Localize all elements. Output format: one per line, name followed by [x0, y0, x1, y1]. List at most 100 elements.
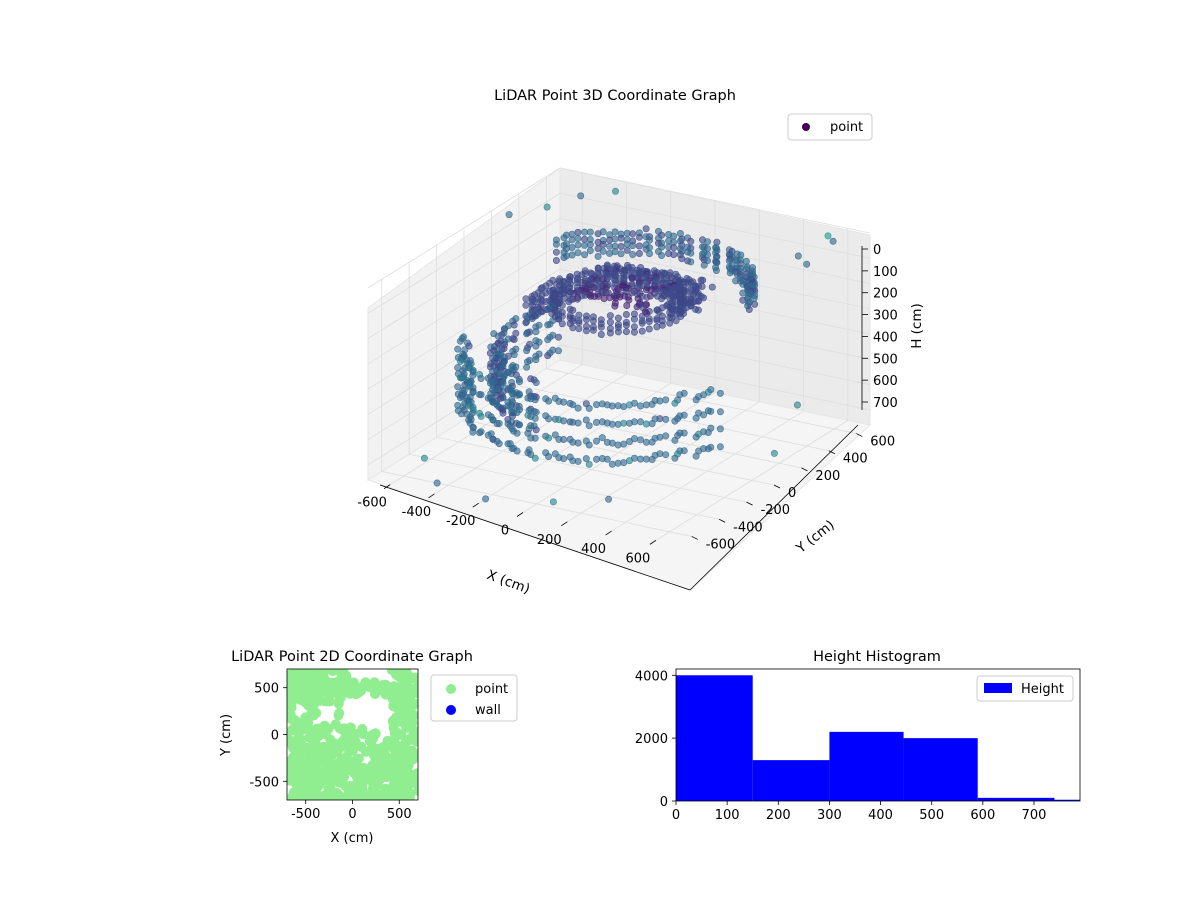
y-tick-label-hist: 0	[660, 795, 668, 810]
x-tick	[383, 484, 391, 489]
point-3d	[574, 228, 582, 236]
point-3d	[532, 356, 540, 364]
point-3d	[704, 445, 712, 453]
histogram-bar	[752, 760, 830, 801]
point-3d	[594, 252, 602, 260]
point-3d	[574, 439, 582, 447]
point-2d	[393, 771, 404, 782]
point-3d	[484, 431, 492, 439]
histogram-bars	[676, 675, 1080, 801]
point-2d	[328, 746, 339, 757]
point-3d	[560, 234, 568, 242]
y-axis-line	[689, 424, 859, 591]
point-2d	[313, 743, 324, 754]
point-3d	[636, 402, 644, 410]
point-2d	[311, 762, 322, 772]
legend-label-point-2d: point	[475, 682, 508, 697]
point-3d	[585, 460, 593, 468]
y-tick-label-hist: 4000	[635, 669, 668, 684]
x-axis-line	[379, 484, 691, 591]
point-3d	[531, 414, 539, 422]
point-3d	[560, 398, 568, 406]
point-3d	[552, 240, 560, 248]
x-tick-label: 400	[581, 542, 606, 557]
point-2d	[295, 672, 306, 683]
point-3d	[672, 317, 680, 325]
chart-3d: LiDAR Point 3D Coordinate Graph -600 -400…	[357, 88, 925, 597]
legend-label-height: Height	[1021, 682, 1064, 697]
point-3d	[454, 383, 462, 391]
legend-box-hist	[976, 675, 1074, 702]
point-2d	[325, 682, 336, 692]
point-3d	[532, 408, 540, 416]
point-3d	[614, 314, 622, 322]
point-3d	[586, 247, 594, 255]
point-2d	[341, 673, 352, 684]
point-3d	[523, 363, 531, 371]
point-2d	[300, 692, 311, 703]
point-2d	[382, 735, 393, 746]
point-3d	[577, 192, 585, 200]
point-2d	[347, 764, 358, 774]
point-3d	[513, 447, 521, 455]
point-3d	[522, 301, 530, 309]
point-3d	[523, 347, 531, 355]
point-2d	[347, 745, 358, 756]
point-3d	[522, 295, 530, 303]
histogram-ticks: 0 100 200 300 400 500 600 700 0 2000 4000	[635, 669, 1046, 823]
point-3d	[605, 495, 613, 503]
point-3d	[606, 236, 614, 244]
x-tick-label-hist: 300	[817, 808, 842, 823]
point-2d	[396, 710, 407, 720]
x-tick-label-2d: 500	[387, 807, 412, 822]
point-3d	[699, 294, 707, 302]
y-tick-label-2d: 500	[254, 682, 279, 697]
point-3d	[726, 269, 734, 277]
point-2d	[296, 736, 307, 747]
point-3d	[574, 241, 582, 249]
chart-2d-ylabel: Y (cm)	[219, 714, 234, 757]
z-tick-label: 200	[873, 287, 898, 302]
point-3d	[477, 391, 485, 399]
point-3d	[643, 293, 651, 301]
point-3d	[708, 283, 716, 291]
point-3d	[617, 243, 625, 251]
x-tick-label-2d: 0	[348, 807, 356, 822]
point-3d	[603, 455, 611, 463]
point-3d	[692, 433, 700, 441]
y-tick-label-2d: 0	[271, 729, 279, 744]
point-3d	[739, 296, 747, 304]
point-2d	[290, 715, 301, 726]
legend-swatch-height	[984, 683, 1012, 693]
point-3d	[620, 403, 628, 411]
point-3d	[510, 335, 518, 343]
point-2d	[335, 775, 346, 786]
point-3d	[635, 233, 643, 241]
point-3d	[456, 337, 464, 345]
point-3d	[670, 251, 678, 259]
point-3d	[574, 404, 582, 412]
point-3d	[716, 443, 724, 451]
point-2d	[287, 685, 293, 696]
x-tick-label-2d: -500	[291, 807, 321, 822]
histogram-bar	[829, 731, 904, 801]
point-3d	[638, 327, 646, 335]
point-3d	[617, 250, 625, 258]
legend-marker-point-2d	[446, 684, 456, 694]
point-2d	[289, 693, 299, 704]
point-3d	[560, 435, 568, 443]
gridline-sidewall-h	[367, 192, 561, 314]
point-3d	[589, 317, 597, 325]
y-tick	[718, 518, 726, 523]
point-3d	[608, 420, 616, 428]
point-3d	[495, 440, 503, 448]
point-2d	[287, 761, 293, 772]
point-3d	[642, 401, 650, 409]
point-3d	[581, 251, 589, 259]
point-2d	[343, 792, 354, 800]
point-3d	[493, 420, 501, 428]
point-2d	[330, 719, 341, 730]
point-3d	[597, 330, 605, 338]
point-2d	[403, 735, 414, 746]
